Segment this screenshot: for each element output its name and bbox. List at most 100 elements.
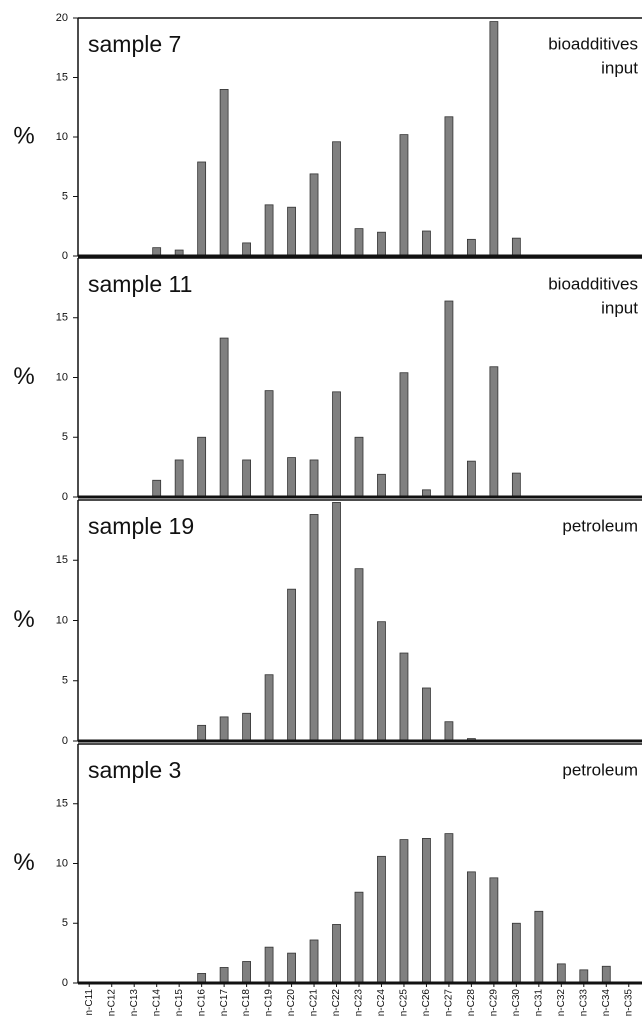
y-tick-label: 0 (62, 491, 68, 503)
annotation: petroleum (562, 516, 638, 535)
bar (489, 877, 499, 984)
x-tick-label: n-C26 (421, 989, 432, 1017)
annotation: petroleum (562, 760, 638, 779)
x-tick-label: n-C18 (241, 989, 252, 1017)
panel-title: sample 19 (88, 513, 194, 539)
bar (332, 391, 341, 498)
bar (242, 459, 252, 498)
y-tick-label: 0 (62, 250, 68, 262)
x-tick-label: n-C31 (533, 989, 544, 1017)
y-axis-label: % (13, 606, 34, 633)
x-tick-label: n-C33 (578, 989, 589, 1017)
bar (264, 946, 274, 984)
bar (287, 206, 296, 257)
bar (287, 457, 296, 498)
bar (242, 242, 252, 257)
bar (219, 967, 229, 984)
bar (197, 161, 207, 257)
bar (219, 89, 229, 257)
bar (332, 141, 341, 257)
x-tick-label: n-C25 (399, 989, 410, 1017)
x-tick-label: n-C30 (511, 989, 522, 1017)
x-tick-label: n-C34 (601, 989, 612, 1017)
x-tick-label: n-C32 (556, 989, 567, 1017)
x-tick-label: n-C12 (106, 989, 117, 1017)
bar (579, 969, 589, 984)
bar (399, 652, 409, 742)
y-tick-label: 15 (56, 71, 68, 83)
bar (219, 337, 229, 498)
annotation: bioadditives (548, 274, 638, 293)
x-tick-label: n-C22 (331, 989, 342, 1017)
bar (422, 838, 431, 984)
y-tick-label: 15 (56, 554, 68, 566)
x-tick-label: n-C13 (129, 989, 140, 1017)
y-tick-label: 5 (62, 431, 68, 443)
y-tick-label: 0 (62, 977, 68, 989)
bar (354, 568, 364, 742)
bar (422, 687, 431, 742)
x-tick-label: n-C15 (174, 989, 185, 1017)
y-tick-label: 20 (56, 12, 68, 24)
bar (354, 228, 364, 257)
bar (197, 436, 207, 498)
y-tick-label: 5 (62, 917, 68, 929)
bar (309, 939, 319, 984)
bar (511, 472, 521, 498)
bar (197, 724, 207, 742)
bar (219, 716, 229, 742)
annotation: bioadditives (548, 34, 638, 53)
bar (444, 116, 454, 257)
x-tick-label: n-C27 (444, 989, 455, 1017)
x-tick-label: n-C21 (309, 989, 320, 1017)
panel-title: sample 11 (88, 271, 192, 297)
x-tick-label: n-C17 (219, 989, 230, 1017)
y-axis-label: % (13, 849, 34, 876)
bar (309, 459, 319, 498)
annotation: input (601, 58, 638, 77)
bar (511, 237, 521, 257)
y-tick-label: 15 (56, 312, 68, 324)
bar (377, 231, 386, 257)
y-tick-label: 10 (56, 131, 68, 143)
bar (354, 891, 364, 984)
bar (174, 459, 184, 498)
panel-title: sample 7 (88, 31, 181, 57)
x-tick-label: n-C23 (354, 989, 365, 1017)
y-tick-label: 10 (56, 857, 68, 869)
bar (264, 674, 274, 742)
y-tick-label: 5 (62, 190, 68, 202)
bar (309, 173, 319, 257)
bar (556, 963, 566, 984)
bar (489, 366, 499, 498)
bar (511, 922, 521, 984)
bar (377, 473, 386, 498)
bar (399, 839, 409, 984)
bar (399, 134, 409, 257)
bar (332, 924, 341, 984)
x-tick-label: n-C28 (466, 989, 477, 1017)
bar (466, 460, 476, 498)
bar (466, 238, 476, 257)
x-tick-label: n-C14 (151, 989, 162, 1017)
y-tick-label: 5 (62, 675, 68, 687)
bar (377, 855, 386, 984)
y-axis-label: % (13, 122, 34, 149)
bar (444, 300, 454, 498)
x-tick-label: n-C16 (196, 989, 207, 1017)
x-tick-label: n-C20 (286, 989, 297, 1017)
x-tick-label: n-C19 (264, 989, 275, 1017)
bar (264, 204, 274, 257)
bar (242, 961, 252, 984)
bar (264, 390, 274, 498)
y-tick-label: 10 (56, 614, 68, 626)
bar (444, 833, 454, 984)
x-tick-label: n-C35 (623, 989, 634, 1017)
x-tick-label: n-C29 (489, 989, 500, 1017)
bar (444, 721, 454, 742)
bar (332, 502, 341, 742)
y-tick-label: 0 (62, 735, 68, 747)
bar (287, 952, 296, 984)
bar (377, 621, 386, 742)
